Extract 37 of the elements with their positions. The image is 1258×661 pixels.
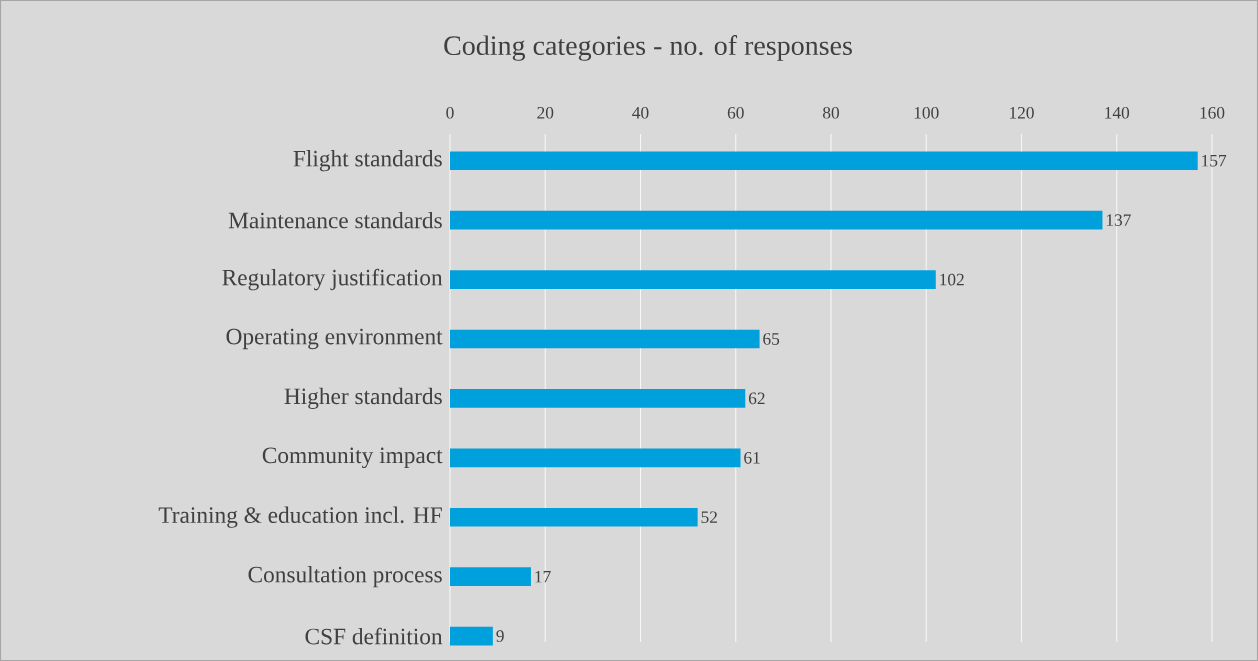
x-tick-label: 140 (1105, 106, 1130, 119)
data-label: 157 (1202, 154, 1227, 167)
y-tick-label: Higher standards (284, 387, 442, 410)
y-tick-label: Maintenance standards (228, 211, 442, 229)
x-tick-label: 60 (727, 106, 744, 119)
chart-title: Coding categories - no. of responses (444, 35, 852, 61)
x-tick-label: 20 (537, 106, 554, 119)
x-tick-label: 160 (1200, 106, 1225, 119)
bar (450, 210, 1103, 230)
data-label: 62 (748, 392, 765, 405)
bar (450, 626, 493, 646)
x-tick-label: 100 (914, 106, 939, 119)
data-label: 137 (1106, 214, 1131, 226)
data-label: 52 (701, 511, 717, 524)
x-tick-label: 80 (823, 106, 840, 119)
bar (450, 567, 531, 586)
bar (450, 507, 698, 527)
y-tick-label: Consultation process (248, 566, 442, 588)
y-tick-label: Operating environment (226, 328, 443, 350)
bar (450, 448, 741, 468)
y-tick-label: Flight standards (293, 150, 442, 172)
bar (450, 151, 1198, 171)
data-label: 17 (535, 570, 551, 583)
y-tick-label: CSF definition (305, 627, 443, 645)
data-label: 65 (763, 333, 780, 345)
data-label: 9 (496, 630, 504, 642)
bar (450, 270, 936, 289)
y-tick-label: Community impact (262, 447, 443, 469)
x-tick-label: 0 (446, 106, 454, 119)
x-tick-label: 120 (1010, 106, 1034, 119)
y-tick-label: Training & education incl. HF (158, 506, 442, 528)
x-tick-label: 40 (632, 106, 649, 119)
data-label: 102 (940, 273, 964, 286)
y-tick-label: Regulatory justification (222, 268, 443, 291)
bar (450, 329, 760, 349)
data-label: 61 (744, 451, 760, 464)
bar (450, 389, 746, 408)
